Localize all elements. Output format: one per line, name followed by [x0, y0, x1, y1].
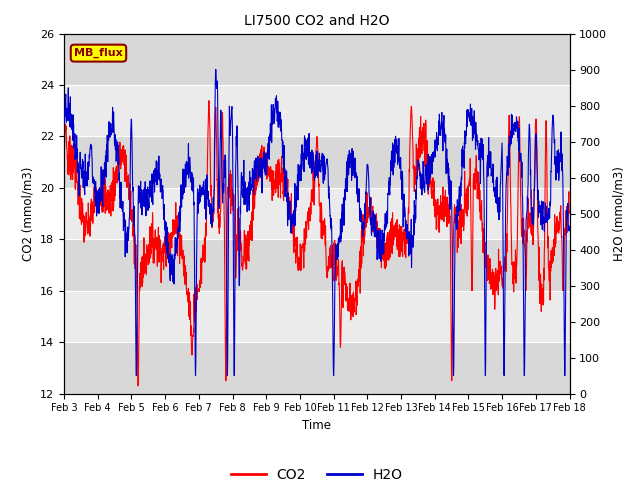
Bar	[64, 291, 570, 342]
Title: LI7500 CO2 and H2O: LI7500 CO2 and H2O	[244, 14, 390, 28]
Bar	[64, 34, 570, 85]
Bar	[64, 188, 570, 240]
Bar	[64, 240, 570, 291]
X-axis label: Time: Time	[302, 419, 332, 432]
Y-axis label: CO2 (mmol/m3): CO2 (mmol/m3)	[22, 167, 35, 261]
Bar	[64, 136, 570, 188]
Bar	[64, 85, 570, 136]
Bar	[64, 342, 570, 394]
Y-axis label: H2O (mmol/m3): H2O (mmol/m3)	[613, 166, 626, 261]
Legend: CO2, H2O: CO2, H2O	[225, 462, 408, 480]
Text: MB_flux: MB_flux	[74, 48, 123, 58]
